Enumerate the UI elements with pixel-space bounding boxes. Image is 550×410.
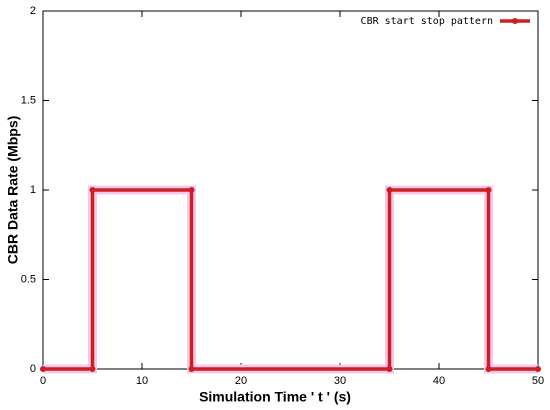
series-point: [386, 187, 393, 193]
legend-marker: [512, 18, 518, 24]
x-tick-label: 30: [334, 375, 346, 387]
series-point: [535, 366, 541, 372]
x-tick-label: 40: [433, 375, 445, 387]
x-axis-title: Simulation Time ' t ' (s): [199, 389, 351, 405]
y-tick-label: 1: [30, 184, 36, 196]
y-tick-label: 1.5: [21, 94, 36, 106]
y-axis-title: CBR Data Rate (Mbps): [5, 116, 21, 265]
y-tick-label: 0: [30, 363, 36, 375]
series-glow: [43, 185, 538, 374]
series-point: [485, 366, 492, 372]
series-point: [40, 366, 46, 372]
series-line: [43, 188, 538, 371]
x-tick-label: 20: [235, 375, 247, 387]
series-point: [485, 187, 492, 193]
series-point: [386, 366, 393, 372]
y-tick-label: 2: [30, 5, 36, 17]
y-tick-label: 0.5: [21, 273, 36, 285]
x-tick-label: 10: [136, 375, 148, 387]
series-point: [188, 187, 195, 193]
legend-label: CBR start stop pattern: [361, 16, 493, 27]
x-tick-label: 0: [40, 375, 46, 387]
series-point: [89, 187, 96, 193]
series-point: [188, 366, 195, 372]
series-point: [89, 366, 96, 372]
x-tick-label: 50: [532, 375, 544, 387]
